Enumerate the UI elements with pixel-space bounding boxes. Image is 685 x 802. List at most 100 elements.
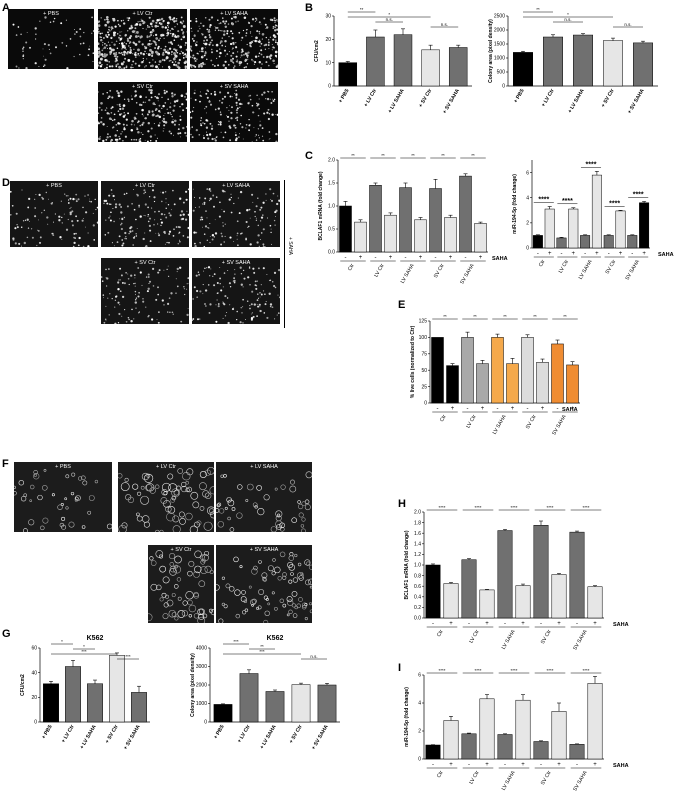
sig-label: ****	[438, 668, 445, 673]
bar	[633, 42, 653, 87]
pm-label: +	[419, 255, 423, 261]
micro-d-sv-saha: + SV SAHA	[192, 258, 280, 324]
pm-label: +	[593, 621, 597, 627]
bar	[532, 235, 543, 249]
bar	[43, 683, 59, 723]
pm-label: -	[465, 255, 467, 261]
category-label: + PBS	[41, 724, 54, 741]
category-label: + SV SAHA	[311, 724, 330, 751]
category-label: + SV SAHA	[442, 88, 461, 115]
bar	[461, 337, 474, 404]
pm-label: +	[521, 762, 525, 768]
bar	[448, 47, 468, 87]
bar	[569, 531, 585, 619]
pm-label: -	[435, 255, 437, 261]
bar	[603, 40, 623, 87]
y-tick-label: 25	[421, 384, 427, 390]
pm-label: +	[595, 251, 599, 257]
sig-label: ***	[259, 649, 265, 654]
y-axis-label: BCLAF1 mRNA (fold change)	[404, 530, 410, 599]
pm-label: -	[540, 621, 542, 627]
micro-label: + SV SAHA	[219, 84, 249, 90]
sig-label: ****	[438, 505, 445, 510]
chart-title: K562	[267, 635, 284, 642]
sig-label: ****	[582, 668, 589, 673]
sig-label: ****	[586, 161, 597, 168]
sig-label: ***	[125, 654, 131, 659]
bar	[459, 175, 472, 253]
y-tick-label: 1.5	[328, 181, 335, 187]
group-label: SV Ctr	[540, 770, 553, 786]
bar	[65, 666, 81, 723]
bar	[591, 174, 602, 249]
cell-speckles	[216, 551, 312, 623]
sig-label: **	[443, 314, 447, 319]
group-label: Ctr	[436, 770, 445, 779]
micro-label: + LV Ctr	[156, 464, 176, 470]
sig-label: n.s.	[386, 17, 393, 22]
micro-label: + LV SAHA	[250, 464, 278, 470]
bar	[479, 589, 495, 619]
y-axis-label: miR-194-5p (fold change)	[404, 687, 410, 747]
y-tick-label: 1000	[494, 56, 505, 62]
y-tick-label: 4	[418, 701, 421, 707]
y-tick-label: 500	[497, 70, 506, 76]
bar	[425, 564, 441, 619]
micro-d-pbs: + PBS	[10, 181, 98, 247]
bar	[443, 583, 459, 619]
y-tick-label: 1.4	[414, 542, 421, 548]
sig-label: ****	[633, 191, 644, 198]
sig-label: n.s.	[441, 22, 448, 27]
panel-letter-c: C	[305, 150, 313, 162]
bar	[109, 655, 125, 723]
cell-speckles	[190, 15, 278, 69]
d-side-divider	[284, 180, 285, 328]
pm-label: -	[405, 255, 407, 261]
sig-label: **	[411, 153, 415, 158]
y-tick-label: 4000	[196, 646, 207, 652]
sig-label: **	[360, 7, 364, 12]
sig-label: **	[381, 153, 385, 158]
bar	[339, 205, 352, 253]
y-tick-label: 0	[502, 84, 505, 90]
group-label: LV SAHA	[400, 263, 416, 285]
sig-label: ****	[510, 668, 517, 673]
panel-letter-i: I	[398, 662, 402, 674]
bar	[338, 62, 358, 87]
y-tick-label: 4	[526, 195, 529, 201]
sig-label: *	[388, 12, 390, 17]
bar	[515, 585, 531, 619]
chart-e-live-cells: 0 25 50 75 100 125% live cells (normalized to…	[410, 314, 580, 436]
y-tick-label: 0.4	[414, 595, 421, 601]
pm-label: -	[576, 621, 578, 627]
pm-label: +	[593, 762, 597, 768]
group-label: SV SAHA	[459, 263, 476, 286]
pm-label: -	[608, 251, 610, 257]
pm-label: +	[485, 762, 489, 768]
y-tick-label: 2500	[494, 14, 505, 20]
group-label: LV SAHA	[501, 629, 517, 651]
micro-label: + SV Ctr	[134, 260, 156, 266]
y-tick-label: 0.0	[414, 616, 421, 622]
y-tick-label: 1.6	[414, 531, 421, 537]
bar	[491, 337, 504, 404]
pm-label: +	[548, 251, 552, 257]
sig-label: ****	[582, 505, 589, 510]
sig-label: ****	[510, 505, 517, 510]
pm-label: -	[468, 621, 470, 627]
category-label: + SV Ctr	[288, 724, 303, 745]
cell-speckles	[103, 188, 189, 247]
y-tick-label: 0.8	[414, 573, 421, 579]
pm-label: +	[389, 255, 393, 261]
pm-label: +	[511, 406, 515, 412]
y-axis-label: % live cells (normalized to Ctr)	[410, 325, 416, 398]
bar	[603, 235, 614, 249]
bar	[615, 210, 626, 249]
group-label: SV Ctr	[525, 414, 538, 430]
bar	[369, 185, 382, 253]
category-label: + PBS	[213, 724, 226, 741]
bar	[431, 337, 444, 404]
y-tick-label: 0	[204, 720, 207, 726]
